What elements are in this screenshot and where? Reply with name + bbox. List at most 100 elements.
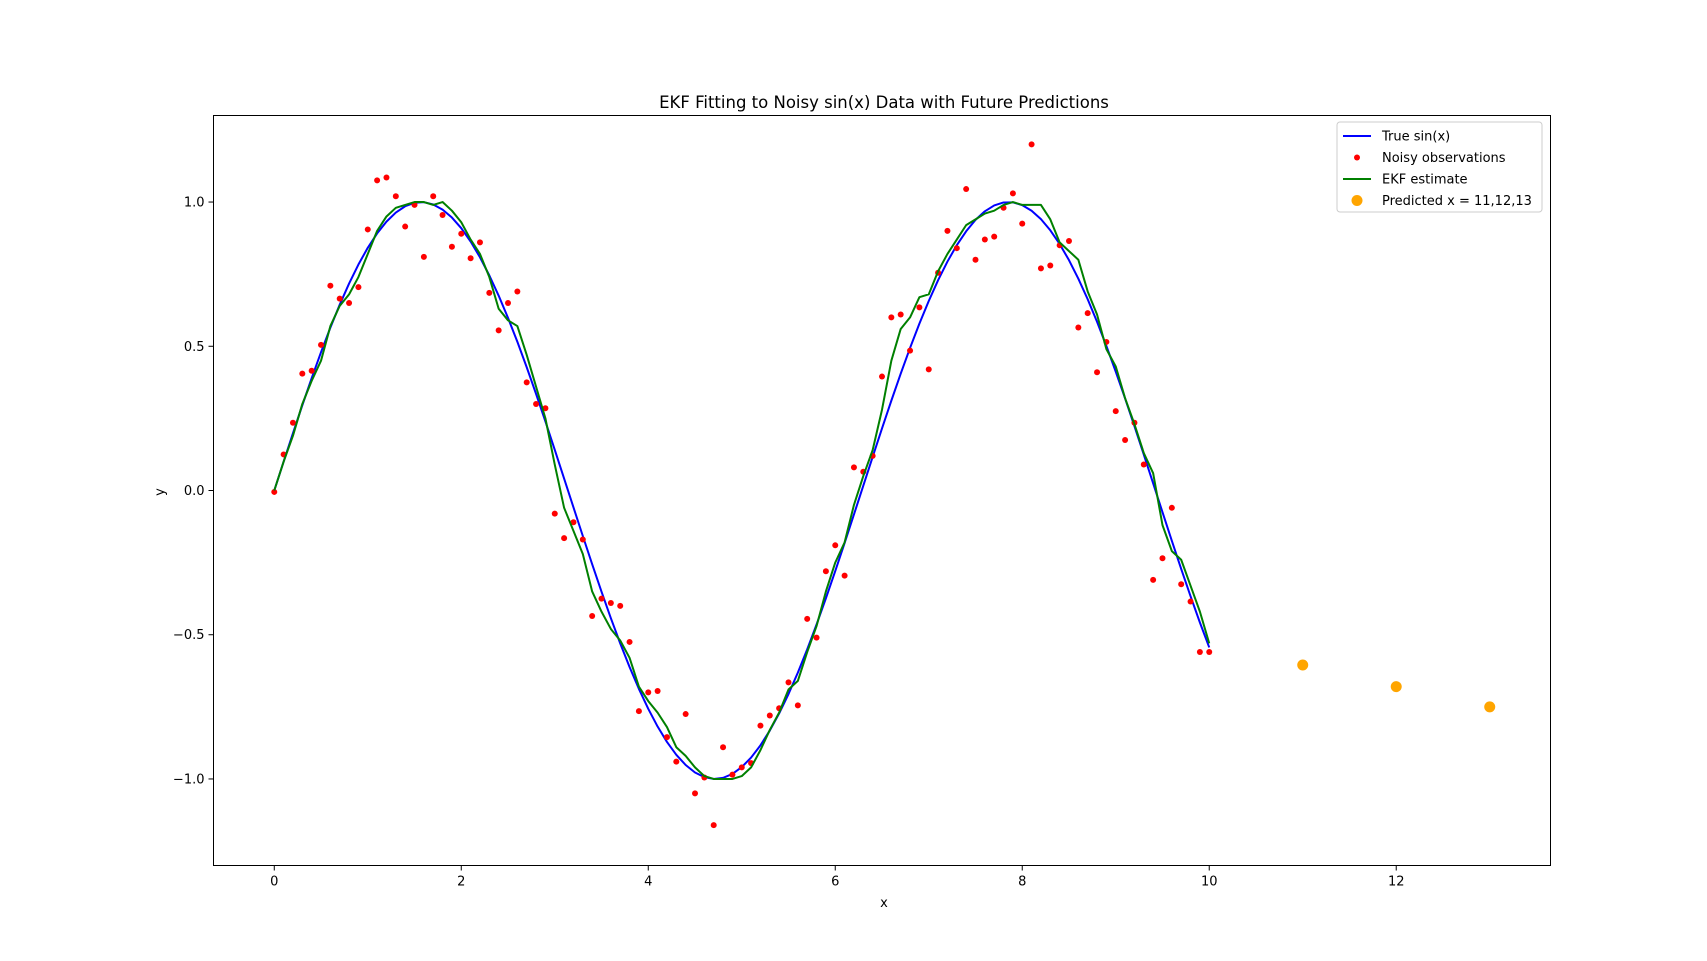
data-point bbox=[383, 174, 390, 181]
data-point bbox=[710, 822, 717, 829]
data-point bbox=[888, 314, 895, 321]
data-point bbox=[1178, 581, 1185, 588]
data-point bbox=[645, 689, 652, 696]
data-point bbox=[766, 712, 773, 719]
data-point bbox=[448, 243, 455, 250]
data-point bbox=[944, 227, 951, 234]
legend-entry: Noisy observations bbox=[1354, 151, 1506, 166]
data-point bbox=[495, 327, 502, 334]
data-point bbox=[925, 366, 932, 373]
data-point bbox=[374, 177, 381, 184]
data-point bbox=[402, 223, 409, 230]
x-tick-label: 8 bbox=[1018, 875, 1026, 890]
data-point bbox=[430, 193, 437, 200]
data-point bbox=[336, 295, 343, 302]
data-point bbox=[804, 615, 811, 622]
data-point bbox=[598, 595, 605, 602]
legend-label: Predicted x = 11,12,13 bbox=[1382, 194, 1532, 209]
y-axis: −1.0 −0.5 0.0 0.5 1.0 bbox=[173, 196, 214, 787]
y-tick-label: −1.0 bbox=[173, 772, 205, 787]
data-point bbox=[729, 771, 736, 778]
data-point bbox=[579, 536, 586, 543]
data-point bbox=[794, 702, 801, 709]
legend-swatch-marker bbox=[1354, 154, 1360, 161]
x-tick-label: 4 bbox=[644, 875, 652, 890]
data-point bbox=[907, 347, 914, 354]
legend-swatch-marker bbox=[1351, 195, 1363, 206]
data-point bbox=[570, 519, 577, 526]
data-point bbox=[1187, 598, 1194, 605]
data-point bbox=[813, 634, 820, 641]
legend-entry: EKF estimate bbox=[1343, 173, 1468, 188]
y-tick-label: −0.5 bbox=[173, 628, 205, 643]
series-points-noisy-observations bbox=[271, 141, 1213, 829]
data-point bbox=[1084, 310, 1091, 317]
data-point bbox=[486, 289, 493, 296]
data-point bbox=[1065, 237, 1072, 244]
data-point bbox=[1159, 555, 1166, 562]
data-point bbox=[1009, 190, 1016, 197]
series-line-ekf-estimate bbox=[273, 201, 1211, 780]
data-point bbox=[682, 711, 689, 718]
data-point bbox=[841, 572, 848, 579]
plot-area bbox=[213, 115, 1551, 866]
data-point bbox=[1390, 681, 1402, 693]
data-point bbox=[523, 379, 530, 386]
data-point bbox=[533, 400, 540, 407]
data-point bbox=[1168, 504, 1175, 511]
x-tick-label: 10 bbox=[1201, 875, 1218, 890]
data-point bbox=[916, 304, 923, 311]
x-axis: 0 2 4 6 8 10 12 bbox=[270, 865, 1405, 890]
data-point bbox=[785, 679, 792, 686]
x-tick-label: 2 bbox=[457, 875, 465, 890]
data-point bbox=[1196, 649, 1203, 656]
x-tick-label: 0 bbox=[270, 875, 278, 890]
legend-label: EKF estimate bbox=[1382, 173, 1468, 188]
data-point bbox=[617, 602, 624, 609]
legend: True sin(x) Noisy observations EKF estimat… bbox=[1336, 121, 1543, 213]
data-point bbox=[392, 193, 399, 200]
data-point bbox=[879, 373, 885, 380]
data-point bbox=[420, 253, 427, 260]
data-point bbox=[467, 255, 474, 262]
data-point bbox=[720, 744, 727, 751]
data-point bbox=[1150, 576, 1157, 583]
data-point bbox=[514, 288, 521, 295]
y-tick-label: 0.0 bbox=[184, 484, 205, 499]
chart-title: EKF Fitting to Noisy sin(x) Data with Fu… bbox=[659, 93, 1109, 112]
data-point bbox=[850, 464, 857, 471]
legend-entry: Predicted x = 11,12,13 bbox=[1351, 194, 1532, 209]
data-point bbox=[1075, 324, 1082, 331]
data-point bbox=[635, 708, 642, 715]
data-point bbox=[822, 568, 829, 575]
x-tick-label: 6 bbox=[831, 875, 839, 890]
data-point bbox=[308, 367, 315, 374]
y-tick-label: 0.5 bbox=[184, 340, 205, 355]
data-point bbox=[346, 300, 353, 306]
data-point bbox=[692, 790, 699, 797]
data-point bbox=[757, 722, 764, 729]
data-point bbox=[654, 687, 661, 694]
data-point bbox=[1112, 408, 1119, 415]
data-point bbox=[663, 734, 670, 741]
data-point bbox=[355, 284, 362, 291]
legend-label: Noisy observations bbox=[1382, 151, 1506, 166]
legend-entry: True sin(x) bbox=[1343, 130, 1450, 145]
data-point bbox=[551, 510, 558, 517]
data-point bbox=[364, 226, 371, 233]
data-point bbox=[673, 758, 680, 765]
data-point bbox=[439, 212, 446, 219]
series-layer bbox=[271, 141, 1496, 829]
data-point bbox=[476, 239, 483, 246]
x-tick-label: 12 bbox=[1388, 875, 1405, 890]
data-point bbox=[289, 419, 296, 426]
data-point bbox=[963, 186, 970, 193]
data-point bbox=[1047, 262, 1054, 269]
data-point bbox=[953, 245, 960, 252]
series-points-predicted-x-11-12-13 bbox=[1297, 659, 1496, 713]
data-point bbox=[505, 300, 512, 306]
y-tick-label: 1.0 bbox=[184, 196, 205, 211]
data-point bbox=[561, 535, 568, 542]
data-point bbox=[972, 256, 979, 263]
